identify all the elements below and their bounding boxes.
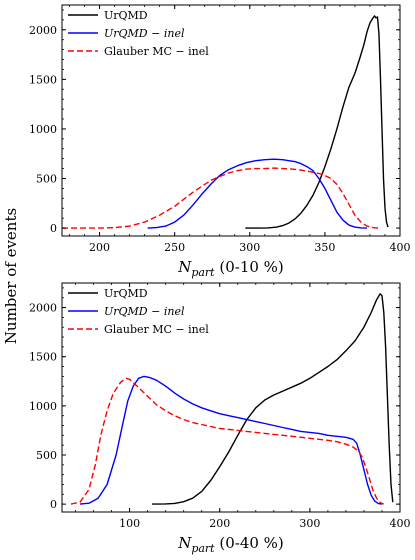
legend-label: Glauber MC − inel: [104, 323, 209, 336]
legend-label: UrQMD − inel: [104, 305, 185, 318]
series-line-2: [70, 377, 385, 505]
x-tick-label: 300: [239, 241, 260, 254]
y-tick-label: 0: [50, 498, 57, 511]
x-tick-label: 200: [89, 241, 110, 254]
y-tick-label: 1000: [29, 123, 57, 136]
legend-label: UrQMD: [104, 9, 148, 22]
series-line-0: [152, 293, 394, 505]
series-line-1: [79, 375, 383, 505]
x-tick-label: 200: [209, 517, 230, 530]
x-tick-label: 400: [390, 241, 411, 254]
x-tick-label: 250: [164, 241, 185, 254]
x-tick-label: 350: [314, 241, 335, 254]
x-axis-label: Npart (0-40 %): [177, 534, 284, 555]
y-tick-label: 500: [36, 172, 57, 185]
series-line-0: [245, 15, 389, 229]
series-line-1: [147, 158, 368, 229]
legend-label: UrQMD − inel: [104, 27, 185, 40]
shared-y-axis-label: Number of events: [2, 208, 20, 344]
legend-label: Glauber MC − inel: [104, 45, 209, 58]
y-tick-label: 1500: [29, 351, 57, 364]
x-tick-label: 100: [119, 517, 140, 530]
y-tick-label: 2000: [29, 302, 57, 315]
legend: UrQMD UrQMD − inel Glauber MC − inel: [68, 9, 209, 58]
y-tick-label: 0: [50, 222, 57, 235]
series-line-2: [62, 167, 380, 229]
legend: UrQMD UrQMD − inel Glauber MC − inel: [68, 287, 209, 336]
y-tick-label: 500: [36, 449, 57, 462]
panel-bottom: 100 200 300 400 0 500 1000 1500 2000 Npart (0-40 …: [29, 282, 411, 555]
x-axis-label: Npart (0-10 %): [177, 258, 284, 279]
legend-label: UrQMD: [104, 287, 148, 300]
y-tick-label: 1500: [29, 73, 57, 86]
plot-frame: [61, 282, 401, 513]
panel-top: 200 250 300 350 400 0 500 1000 1500 2000 Npart (0-…: [29, 4, 411, 279]
y-tick-label: 2000: [29, 24, 57, 37]
plot-frame: [61, 4, 401, 237]
x-tick-label: 300: [299, 517, 320, 530]
y-tick-label: 1000: [29, 400, 57, 413]
x-tick-label: 400: [390, 517, 411, 530]
